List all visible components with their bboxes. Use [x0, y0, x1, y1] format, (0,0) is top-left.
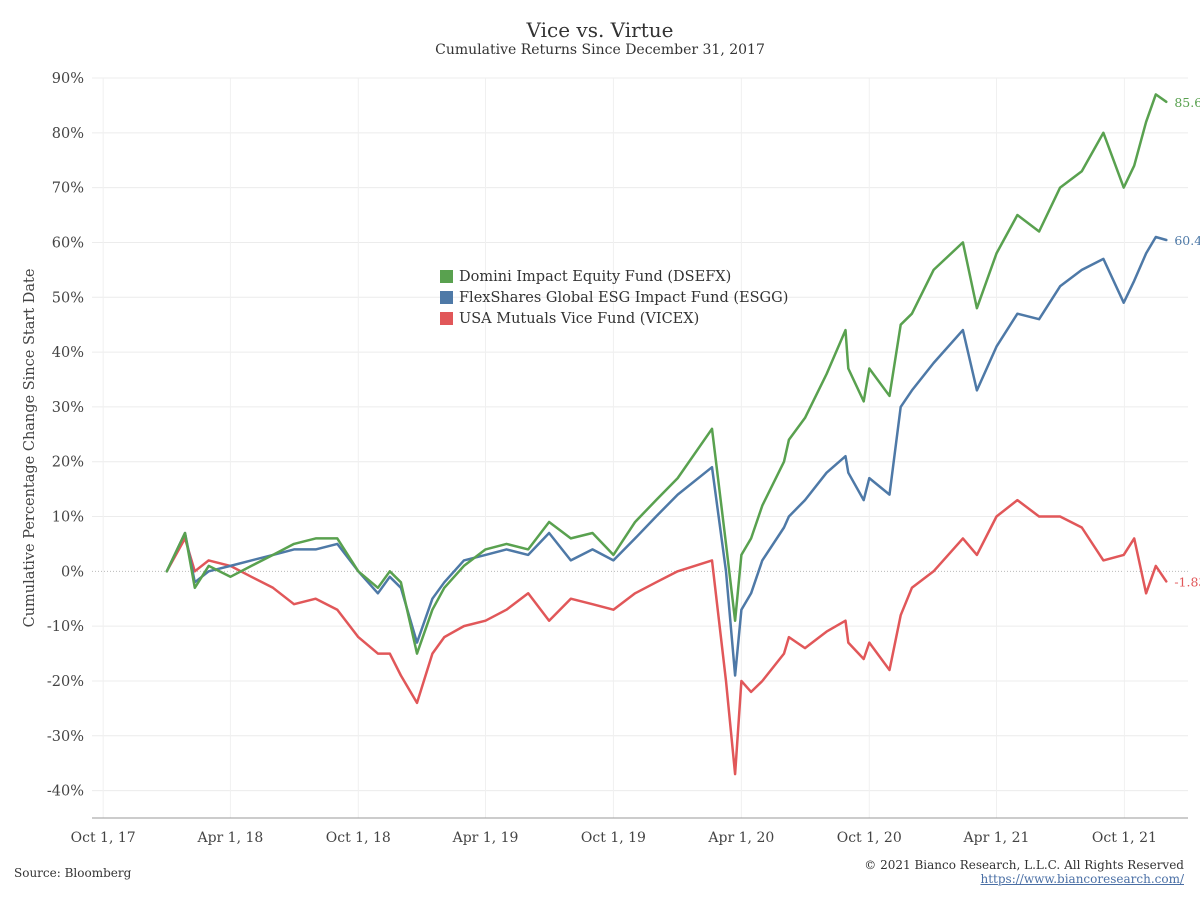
x-tick-label: Oct 1, 18 [326, 830, 391, 846]
y-tick-label: 50% [52, 290, 84, 306]
legend-label-dsefx: Domini Impact Equity Fund (DSEFX) [459, 268, 732, 285]
x-tick-label: Oct 1, 17 [71, 830, 136, 846]
copyright-notice: © 2021 Bianco Research, L.L.C. All Right… [864, 858, 1184, 872]
x-tick-label: Oct 1, 20 [837, 830, 902, 846]
series-end-label-1: 60.44% [1174, 233, 1200, 248]
website-link[interactable]: https://www.biancoresearch.com/ [980, 872, 1184, 886]
legend-swatch-vicex [440, 312, 453, 325]
x-tick-label: Apr 1, 19 [452, 830, 519, 846]
y-axis-title: Cumulative Percentage Change Since Start… [22, 269, 38, 628]
chart-subtitle: Cumulative Returns Since December 31, 20… [435, 42, 765, 58]
y-tick-label: 60% [52, 235, 84, 251]
y-tick-label: -10% [47, 619, 84, 635]
x-tick-label: Oct 1, 19 [581, 830, 646, 846]
legend-item-esgg: FlexShares Global ESG Impact Fund (ESGG) [440, 287, 788, 308]
legend: Domini Impact Equity Fund (DSEFX) FlexSh… [440, 266, 788, 329]
y-tick-label: 90% [52, 71, 84, 87]
y-tick-label: 30% [52, 400, 84, 416]
y-tick-label: -20% [47, 674, 84, 690]
y-tick-label: 80% [52, 126, 84, 142]
x-tick-label: Oct 1, 21 [1092, 830, 1157, 846]
series-end-label-2: -1.83% [1174, 574, 1200, 589]
legend-item-dsefx: Domini Impact Equity Fund (DSEFX) [440, 266, 788, 287]
x-tick-label: Apr 1, 18 [196, 830, 263, 846]
y-tick-label: 40% [52, 345, 84, 361]
y-tick-label: 10% [52, 510, 84, 526]
legend-swatch-esgg [440, 291, 453, 304]
y-tick-label: 70% [52, 181, 84, 197]
x-tick-label: Apr 1, 20 [707, 830, 774, 846]
series-end-label-0: 85.66% [1174, 95, 1200, 110]
y-tick-label: 20% [52, 455, 84, 471]
y-tick-label: -30% [47, 729, 84, 745]
legend-label-vicex: USA Mutuals Vice Fund (VICEX) [459, 310, 700, 327]
legend-label-esgg: FlexShares Global ESG Impact Fund (ESGG) [459, 289, 789, 306]
y-tick-label: 0% [61, 564, 84, 580]
series-line-0 [165, 93, 1168, 655]
series-line-2 [165, 498, 1168, 776]
source-note: Source: Bloomberg [14, 866, 132, 880]
y-tick-label: -40% [47, 784, 84, 800]
chart-title: Vice vs. Virtue [526, 18, 674, 42]
legend-swatch-dsefx [440, 270, 453, 283]
legend-item-vicex: USA Mutuals Vice Fund (VICEX) [440, 308, 788, 329]
x-tick-label: Apr 1, 21 [963, 830, 1030, 846]
